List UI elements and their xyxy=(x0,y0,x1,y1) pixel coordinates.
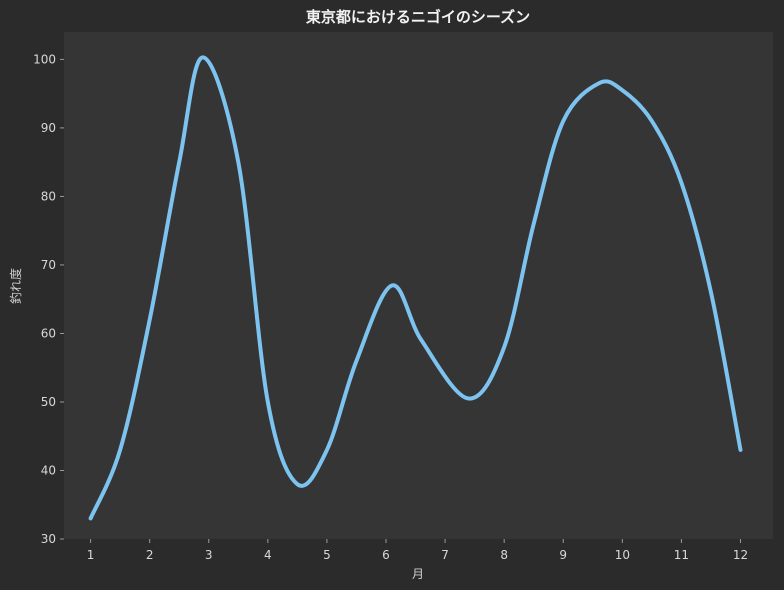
y-tick-label: 60 xyxy=(41,326,56,340)
plot-area xyxy=(64,32,773,539)
y-tick-label: 80 xyxy=(41,189,56,203)
x-tick-label: 5 xyxy=(323,548,331,562)
x-tick-label: 1 xyxy=(87,548,95,562)
x-tick-label: 7 xyxy=(441,548,449,562)
x-tick-label: 4 xyxy=(264,548,272,562)
chart-title: 東京都におけるニゴイのシーズン xyxy=(306,8,530,26)
y-axis-label: 釣れ度 xyxy=(8,268,23,304)
y-tick-label: 30 xyxy=(41,532,56,546)
y-tick-label: 90 xyxy=(41,121,56,135)
x-tick-label: 9 xyxy=(559,548,567,562)
x-tick-label: 2 xyxy=(146,548,154,562)
x-tick-label: 8 xyxy=(500,548,508,562)
y-tick-label: 70 xyxy=(41,258,56,272)
x-tick-label: 10 xyxy=(615,548,630,562)
x-axis-label: 月 xyxy=(412,567,424,581)
y-tick-label: 100 xyxy=(33,52,56,66)
y-tick-label: 40 xyxy=(41,463,56,477)
x-tick-label: 3 xyxy=(205,548,213,562)
y-tick-label: 50 xyxy=(41,395,56,409)
x-tick-label: 11 xyxy=(674,548,689,562)
series-line xyxy=(88,55,743,521)
x-tick-label: 6 xyxy=(382,548,390,562)
x-tick-label: 12 xyxy=(733,548,748,562)
series-layer xyxy=(88,55,743,521)
